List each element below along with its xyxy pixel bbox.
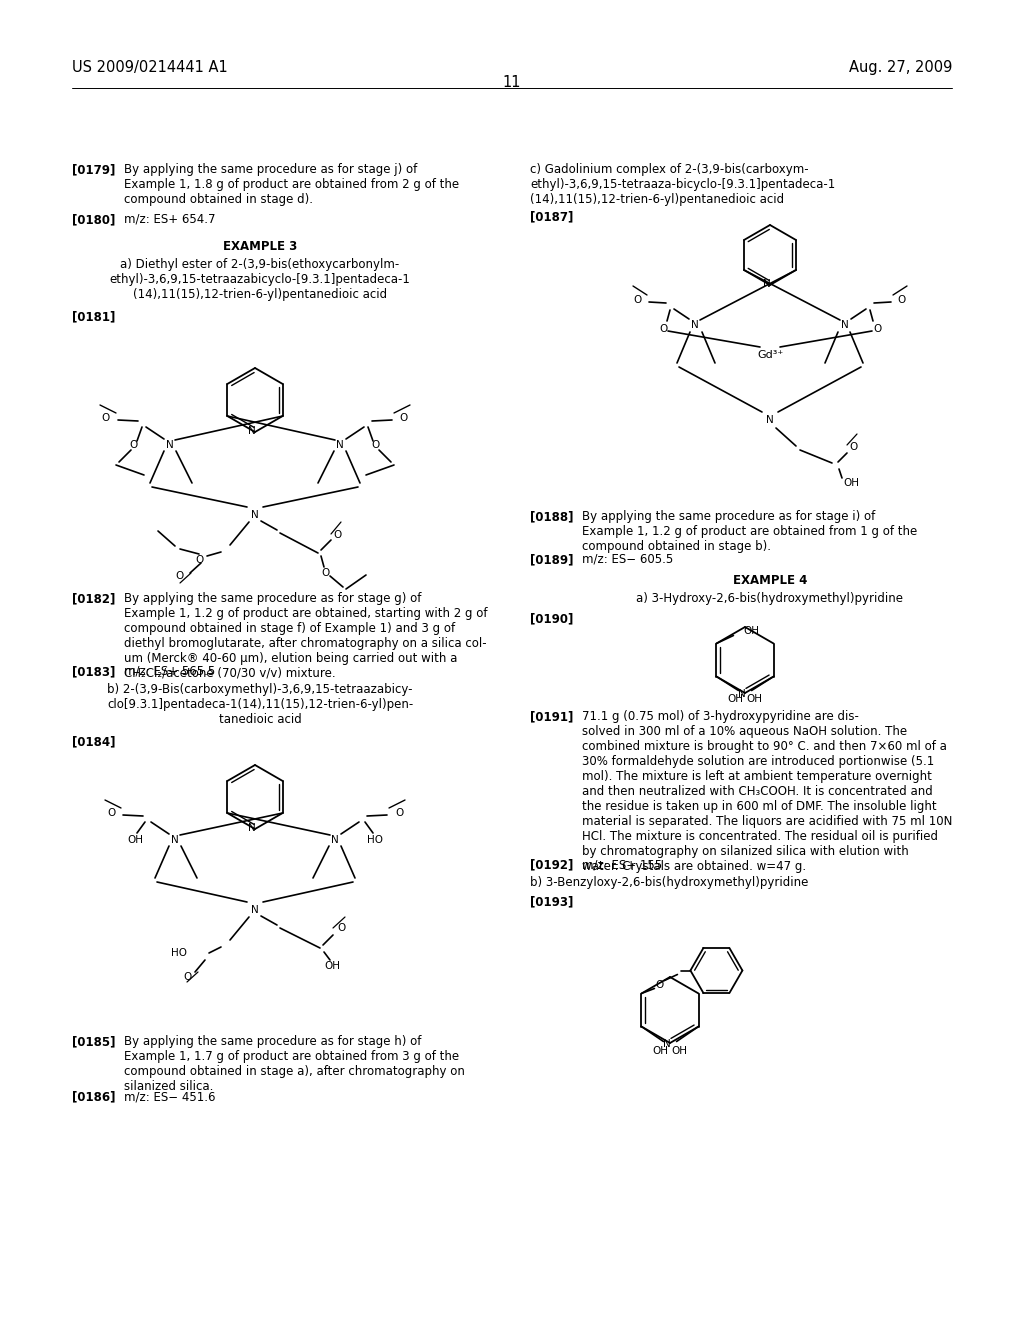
Text: N: N <box>331 836 339 845</box>
Text: By applying the same procedure as for stage j) of
Example 1, 1.8 g of product ar: By applying the same procedure as for st… <box>124 162 459 206</box>
Text: N: N <box>664 1039 671 1049</box>
Text: [0192]: [0192] <box>530 858 573 871</box>
Text: O: O <box>400 413 409 422</box>
Text: [0189]: [0189] <box>530 553 573 566</box>
Text: [0183]: [0183] <box>72 665 116 678</box>
Text: m/z: ES+ 155: m/z: ES+ 155 <box>582 858 663 871</box>
Text: N: N <box>248 426 256 436</box>
Text: Gd³⁺: Gd³⁺ <box>757 350 783 360</box>
Text: OH: OH <box>743 627 760 636</box>
Text: EXAMPLE 3: EXAMPLE 3 <box>223 240 297 253</box>
Text: OH: OH <box>652 1047 669 1056</box>
Text: O: O <box>372 440 380 450</box>
Text: O: O <box>101 413 111 422</box>
Text: a) 3-Hydroxy-2,6-bis(hydroxymethyl)pyridine: a) 3-Hydroxy-2,6-bis(hydroxymethyl)pyrid… <box>637 591 903 605</box>
Text: N: N <box>738 689 745 700</box>
Text: O: O <box>850 442 858 451</box>
Text: Aug. 27, 2009: Aug. 27, 2009 <box>849 59 952 75</box>
Text: OH: OH <box>127 836 143 845</box>
Text: N: N <box>251 906 259 915</box>
Text: O: O <box>658 323 667 334</box>
Text: O: O <box>106 808 115 818</box>
Text: OH: OH <box>672 1047 687 1056</box>
Text: O: O <box>634 294 642 305</box>
Text: [0185]: [0185] <box>72 1035 116 1048</box>
Text: N: N <box>251 510 259 520</box>
Text: By applying the same procedure as for stage i) of
Example 1, 1.2 g of product ar: By applying the same procedure as for st… <box>582 510 918 553</box>
Text: O: O <box>898 294 906 305</box>
Text: O: O <box>872 323 881 334</box>
Text: N: N <box>691 319 698 330</box>
Text: O: O <box>338 923 346 933</box>
Text: [0184]: [0184] <box>72 735 116 748</box>
Text: m/z: ES+ 565.5: m/z: ES+ 565.5 <box>124 665 215 678</box>
Text: OH: OH <box>728 694 743 705</box>
Text: a) Diethyl ester of 2-(3,9-bis(ethoxycarbonylm-
ethyl)-3,6,9,15-tetraazabicyclo-: a) Diethyl ester of 2-(3,9-bis(ethoxycar… <box>110 257 411 301</box>
Text: b) 3-Benzyloxy-2,6-bis(hydroxymethyl)pyridine: b) 3-Benzyloxy-2,6-bis(hydroxymethyl)pyr… <box>530 876 808 888</box>
Text: O: O <box>395 808 403 818</box>
Text: HO: HO <box>367 836 383 845</box>
Text: c) Gadolinium complex of 2-(3,9-bis(carboxym-
ethyl)-3,6,9,15-tetraaza-bicyclo-[: c) Gadolinium complex of 2-(3,9-bis(carb… <box>530 162 836 206</box>
Text: m/z: ES− 451.6: m/z: ES− 451.6 <box>124 1090 215 1104</box>
Text: EXAMPLE 4: EXAMPLE 4 <box>733 574 807 587</box>
Text: m/z: ES− 605.5: m/z: ES− 605.5 <box>582 553 673 566</box>
Text: 71.1 g (0.75 mol) of 3-hydroxypyridine are dis-
solved in 300 ml of a 10% aqueou: 71.1 g (0.75 mol) of 3-hydroxypyridine a… <box>582 710 952 873</box>
Text: O: O <box>334 531 342 540</box>
Text: N: N <box>841 319 849 330</box>
Text: O: O <box>655 981 664 990</box>
Text: [0180]: [0180] <box>72 213 116 226</box>
Text: 11: 11 <box>503 75 521 90</box>
Text: OH: OH <box>843 478 859 488</box>
Text: N: N <box>248 822 256 833</box>
Text: N: N <box>171 836 179 845</box>
Text: N: N <box>166 440 174 450</box>
Text: [0182]: [0182] <box>72 591 116 605</box>
Text: [0190]: [0190] <box>530 612 573 624</box>
Text: [0181]: [0181] <box>72 310 116 323</box>
Text: O: O <box>176 572 184 581</box>
Text: O: O <box>322 568 330 578</box>
Text: [0186]: [0186] <box>72 1090 116 1104</box>
Text: N: N <box>336 440 344 450</box>
Text: [0179]: [0179] <box>72 162 116 176</box>
Text: b) 2-(3,9-Bis(carboxymethyl)-3,6,9,15-tetraazabicy-
clo[9.3.1]pentadeca-1(14),11: b) 2-(3,9-Bis(carboxymethyl)-3,6,9,15-te… <box>106 682 413 726</box>
Text: [0193]: [0193] <box>530 895 573 908</box>
Text: O: O <box>130 440 138 450</box>
Text: [0191]: [0191] <box>530 710 573 723</box>
Text: [0188]: [0188] <box>530 510 573 523</box>
Text: HO: HO <box>171 948 187 958</box>
Text: O: O <box>196 554 204 565</box>
Text: [0187]: [0187] <box>530 210 573 223</box>
Text: N: N <box>766 414 774 425</box>
Text: OH: OH <box>746 694 763 705</box>
Text: US 2009/0214441 A1: US 2009/0214441 A1 <box>72 59 227 75</box>
Text: By applying the same procedure as for stage h) of
Example 1, 1.7 g of product ar: By applying the same procedure as for st… <box>124 1035 465 1093</box>
Text: OH: OH <box>324 961 340 972</box>
Text: m/z: ES+ 654.7: m/z: ES+ 654.7 <box>124 213 215 226</box>
Text: N: N <box>763 279 771 289</box>
Text: O: O <box>183 972 191 982</box>
Text: By applying the same procedure as for stage g) of
Example 1, 1.2 g of product ar: By applying the same procedure as for st… <box>124 591 487 680</box>
